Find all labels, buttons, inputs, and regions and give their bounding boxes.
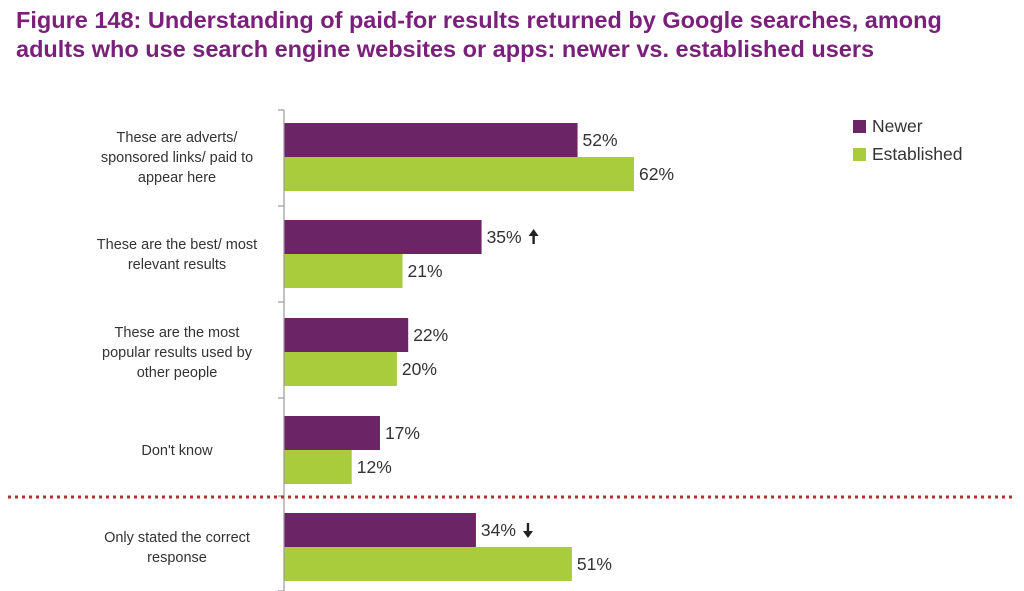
category-label-3: Don't know [141, 443, 213, 459]
legend-label-newer: Newer [872, 116, 923, 136]
chart-title-line-2: adults who use search engine websites or… [16, 36, 875, 62]
legend-label-established: Established [872, 144, 962, 164]
down-arrow-icon [522, 523, 533, 538]
axis-layer [8, 109, 1014, 591]
chart-title-line-1: Figure 148: Understanding of paid-for re… [16, 7, 942, 33]
bar-established-1 [284, 254, 403, 288]
bar-newer-1 [284, 220, 482, 254]
bar-newer-2 [284, 318, 409, 352]
bar-established-3 [284, 450, 352, 484]
chart-title: Figure 148: Understanding of paid-for re… [16, 6, 1016, 64]
value-label-established-0: 62% [639, 164, 674, 184]
value-label-established-1: 21% [408, 261, 443, 281]
category-label-1: These are the best/ most relevant results [97, 237, 257, 273]
category-label-4: Only stated the correct response [104, 530, 250, 566]
bar-established-2 [284, 352, 397, 386]
legend-swatch-newer [853, 120, 866, 133]
category-labels-layer: These are adverts/sponsored links/ paid … [97, 130, 257, 566]
value-label-established-2: 20% [402, 359, 437, 379]
value-label-newer-4: 34% [481, 520, 516, 540]
bar-newer-0 [284, 123, 578, 157]
bar-newer-3 [284, 416, 380, 450]
category-label-0: These are adverts/sponsored links/ paid … [101, 130, 253, 186]
value-label-newer-2: 22% [413, 325, 448, 345]
up-arrow-icon [528, 229, 539, 244]
bar-newer-4 [284, 513, 476, 547]
value-labels-layer: 52% 62% 35% 21% 22% 20% 17% 12% 34% 51% [357, 130, 674, 574]
value-label-newer-3: 17% [385, 423, 420, 443]
category-label-2: These are the most popular results used b… [102, 325, 253, 381]
legend: Newer Established [853, 116, 962, 164]
value-label-newer-0: 52% [583, 130, 618, 150]
value-label-established-4: 51% [577, 554, 612, 574]
value-label-established-3: 12% [357, 457, 392, 477]
bar-established-0 [284, 157, 634, 191]
value-label-newer-1: 35% [487, 227, 522, 247]
bars-layer [284, 123, 634, 581]
bar-established-4 [284, 547, 572, 581]
legend-swatch-established [853, 148, 866, 161]
